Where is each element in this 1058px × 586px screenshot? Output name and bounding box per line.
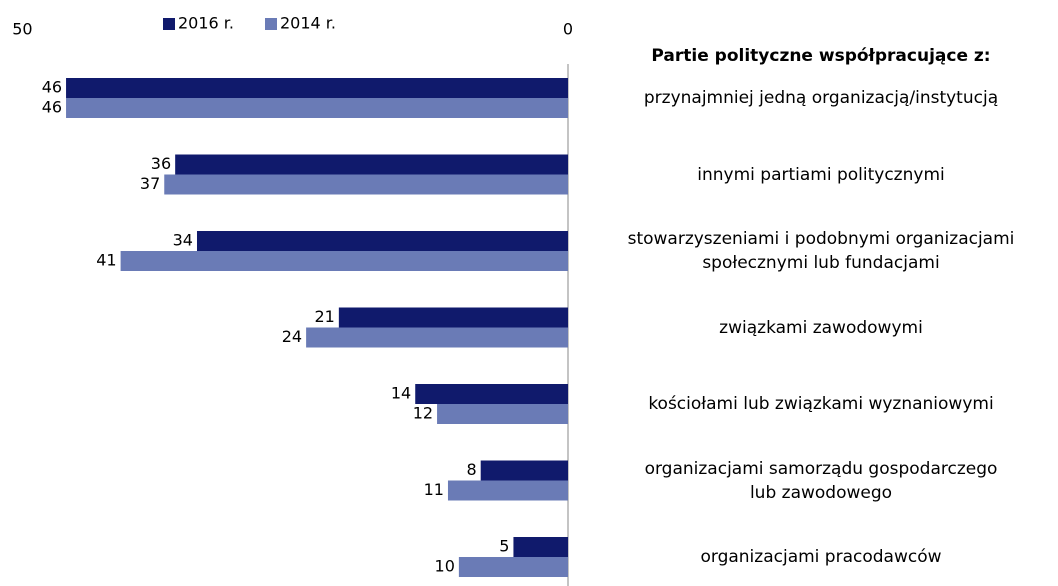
value-label: 5: [499, 537, 509, 556]
bar: [120, 251, 568, 271]
category-label: organizacjami pracodawców: [700, 547, 942, 567]
bar: [66, 98, 568, 118]
value-label: 37: [140, 174, 160, 193]
category-label: związkami zawodowymi: [719, 317, 923, 338]
bar: [164, 174, 569, 195]
value-label: 41: [96, 251, 116, 270]
bar: [338, 307, 568, 328]
legend-swatch: [163, 18, 175, 30]
bar: [458, 557, 568, 577]
category-label: organizacjami samorządu gospodarczego lu…: [644, 458, 998, 503]
bar: [513, 537, 568, 557]
bar: [437, 404, 568, 424]
category-label: innymi partiami politycznymi: [697, 164, 945, 185]
value-label: 8: [467, 460, 477, 479]
category-label: przynajmniej jedną organizacją/instytucj…: [643, 88, 999, 108]
bar: [306, 327, 568, 348]
value-label: 36: [151, 154, 171, 173]
legend-label: 2016 r.: [178, 14, 234, 33]
value-label: 14: [391, 384, 411, 403]
bar: [480, 460, 568, 481]
legend-swatch: [265, 18, 277, 30]
value-label: 46: [42, 78, 62, 97]
category-label: stowarzyszeniami i podobnymi organizacja…: [627, 229, 1015, 273]
value-label: 12: [413, 404, 433, 423]
value-label: 11: [424, 480, 444, 499]
chart-title: Partie polityczne współpracujące z:: [651, 46, 991, 66]
value-label: 24: [282, 327, 302, 346]
value-label: 21: [314, 307, 334, 326]
bar: [196, 231, 568, 251]
value-label: 46: [42, 98, 62, 117]
bar: [66, 78, 568, 98]
x-tick-label: 50: [12, 20, 32, 39]
bar: [415, 384, 568, 404]
bar: [447, 480, 568, 501]
value-label: 10: [435, 557, 455, 576]
value-label: 34: [173, 231, 193, 250]
category-label: kościołami lub związkami wyznaniowymi: [648, 394, 994, 414]
x-tick-label: 0: [563, 20, 573, 39]
legend-label: 2014 r.: [280, 14, 336, 33]
bar: [175, 154, 568, 175]
